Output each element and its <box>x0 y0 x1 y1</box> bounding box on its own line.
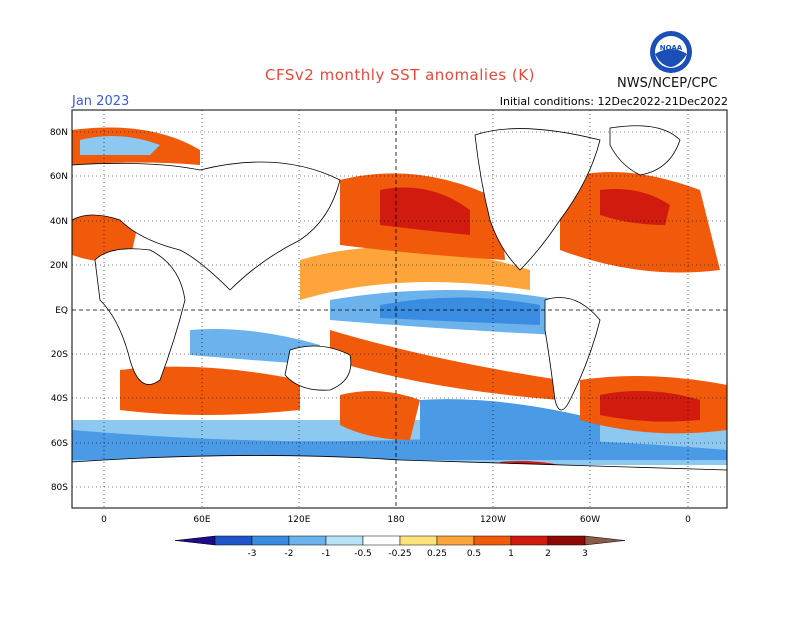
colorbar-label: -0.25 <box>388 549 411 559</box>
lat-label: 60S <box>51 439 68 449</box>
lat-label: 40N <box>50 217 68 227</box>
lat-label: EQ <box>55 306 68 316</box>
equator-dateline <box>72 110 727 508</box>
agency-label: NWS/NCEP/CPC <box>617 76 718 91</box>
lon-label: 180 <box>387 515 404 525</box>
lon-axis: 0 60E 120E 180 120W 60W 0 <box>101 515 691 525</box>
colorbar-swatch <box>547 535 586 546</box>
colorbar-label: -2 <box>285 549 294 559</box>
lat-label: 60N <box>50 172 68 182</box>
colorbar-swatch <box>214 535 253 546</box>
colorbar-label: -1 <box>322 549 331 559</box>
lon-label: 0 <box>101 515 107 525</box>
chart-title: CFSv2 monthly SST anomalies (K) <box>265 66 535 84</box>
lon-label: 120W <box>480 515 506 525</box>
lat-label: 80S <box>51 483 68 493</box>
logo-text: NOAA <box>660 44 683 52</box>
colorbar-swatch <box>325 535 364 546</box>
lat-label: 80N <box>50 128 68 138</box>
sst-field <box>72 110 727 508</box>
colorbar-label: 1 <box>508 549 514 559</box>
colorbar-label: 0.5 <box>467 549 481 559</box>
lat-label: 20S <box>51 350 68 360</box>
colorbar-label: -0.5 <box>354 549 372 559</box>
colorbar-swatch <box>251 535 290 546</box>
colorbar-swatch <box>399 535 438 546</box>
colorbar-low-arrow <box>174 535 216 546</box>
lon-label: 60E <box>193 515 210 525</box>
lat-label: 20N <box>50 261 68 271</box>
lon-label: 120E <box>288 515 311 525</box>
forecast-month: Jan 2023 <box>72 94 130 109</box>
colorbar-swatch <box>510 535 549 546</box>
colorbar: -3 -2 -1 -0.5 -0.25 0.25 0.5 1 2 3 <box>174 535 626 559</box>
gridlines <box>72 110 727 508</box>
colorbar-swatch <box>436 535 475 546</box>
lon-label: 0 <box>685 515 691 525</box>
colorbar-swatch <box>473 535 512 546</box>
colorbar-label: 3 <box>582 549 588 559</box>
colorbar-label: 0.25 <box>427 549 447 559</box>
lat-axis: 80N 60N 40N 20N EQ 20S 40S 60S 80S <box>50 128 68 493</box>
colorbar-swatch <box>362 535 401 546</box>
initial-conditions: Initial conditions: 12Dec2022-21Dec2022 <box>499 95 728 108</box>
colorbar-swatch <box>288 535 327 546</box>
colorbar-high-arrow <box>584 535 626 546</box>
lon-label: 60W <box>580 515 600 525</box>
colorbar-label: 2 <box>545 549 551 559</box>
land-masses <box>72 125 727 508</box>
lat-label: 40S <box>51 394 68 404</box>
colorbar-label: -3 <box>248 549 257 559</box>
noaa-logo-icon: NOAA <box>650 31 692 73</box>
